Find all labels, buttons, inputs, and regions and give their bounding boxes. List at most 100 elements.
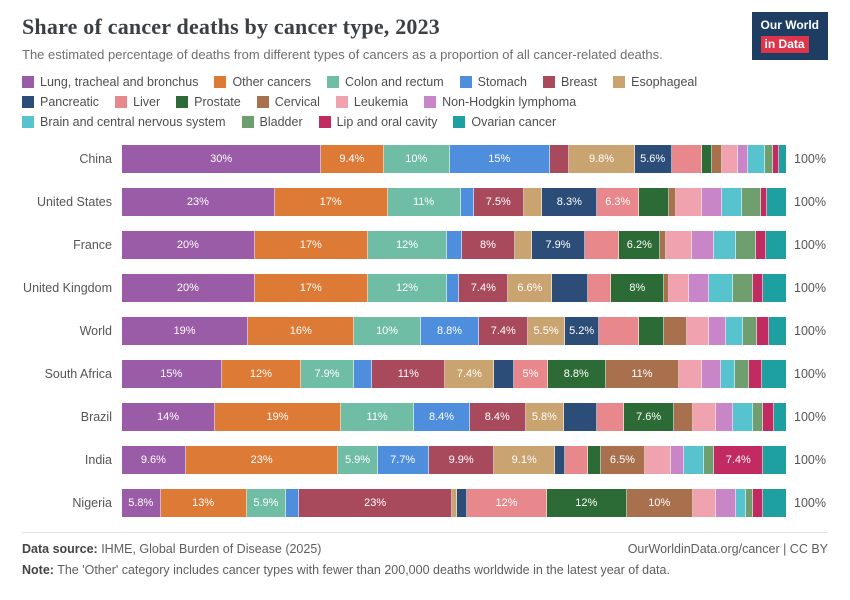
bar-segment[interactable]: 8%	[611, 274, 665, 302]
bar-segment[interactable]	[763, 403, 774, 431]
bar-segment[interactable]: 5.8%	[525, 403, 565, 431]
bar-segment[interactable]: 20%	[122, 274, 255, 302]
bar-segment[interactable]: 9.8%	[569, 145, 635, 173]
bar-segment[interactable]	[669, 188, 676, 216]
bar-segment[interactable]	[722, 188, 743, 216]
bar-segment[interactable]	[564, 403, 598, 431]
bar-segment[interactable]: 15%	[122, 360, 222, 388]
bar-segment[interactable]: 6.6%	[508, 274, 553, 302]
bar-segment[interactable]	[679, 360, 703, 388]
bar-segment[interactable]	[769, 317, 786, 345]
bar-segment[interactable]: 13%	[160, 489, 247, 517]
bar-segment[interactable]	[447, 274, 460, 302]
bar-segment[interactable]	[716, 489, 737, 517]
bar-segment[interactable]: 23%	[299, 489, 452, 517]
bar-segment[interactable]	[660, 231, 666, 259]
bar-segment[interactable]: 14%	[122, 403, 215, 431]
bar-segment[interactable]: 11%	[372, 360, 446, 388]
bar-segment[interactable]	[763, 446, 786, 474]
bar-segment[interactable]	[708, 317, 727, 345]
bar-segment[interactable]	[599, 317, 640, 345]
bar-segment[interactable]	[752, 403, 764, 431]
bar-segment[interactable]	[732, 403, 753, 431]
bar-segment[interactable]: 7.9%	[532, 231, 585, 259]
bar-segment[interactable]	[686, 317, 709, 345]
bar-segment[interactable]	[760, 188, 768, 216]
bar-segment[interactable]: 7.9%	[301, 360, 354, 388]
bar-segment[interactable]	[748, 360, 762, 388]
bar-segment[interactable]	[692, 231, 714, 259]
bar-segment[interactable]: 11%	[387, 188, 461, 216]
bar-segment[interactable]: 5.9%	[338, 446, 378, 474]
legend-item[interactable]: Breast	[542, 75, 597, 89]
bar-segment[interactable]: 8.3%	[542, 188, 598, 216]
bar-segment[interactable]	[752, 489, 763, 517]
bar-segment[interactable]	[588, 274, 612, 302]
bar-segment[interactable]: 8.4%	[414, 403, 470, 431]
legend-item[interactable]: Leukemia	[335, 95, 408, 109]
bar-segment[interactable]: 7.4%	[445, 360, 495, 388]
bar-segment[interactable]: 11%	[605, 360, 679, 388]
bar-segment[interactable]	[773, 403, 786, 431]
legend-item[interactable]: Colon and rectum	[326, 75, 444, 89]
legend-item[interactable]: Ovarian cancer	[453, 115, 556, 129]
legend-item[interactable]: Prostate	[176, 95, 241, 109]
bar-segment[interactable]	[702, 188, 723, 216]
bar-segment[interactable]: 17%	[254, 231, 368, 259]
bar-segment[interactable]	[664, 317, 687, 345]
bar-segment[interactable]: 5.8%	[122, 489, 161, 517]
bar-segment[interactable]: 9.6%	[122, 446, 186, 474]
bar-segment[interactable]: 7.5%	[473, 188, 524, 216]
bar-segment[interactable]	[757, 317, 770, 345]
bar-segment[interactable]	[735, 360, 749, 388]
bar-segment[interactable]: 5.2%	[564, 317, 600, 345]
bar-segment[interactable]: 8.4%	[469, 403, 526, 431]
bar-segment[interactable]: 17%	[274, 188, 388, 216]
legend-item[interactable]: Cervical	[256, 95, 320, 109]
bar-segment[interactable]	[644, 446, 672, 474]
legend-item[interactable]: Bladder	[241, 115, 303, 129]
bar-segment[interactable]	[762, 489, 786, 517]
bar-segment[interactable]: 7.4%	[459, 274, 509, 302]
bar-segment[interactable]	[752, 274, 763, 302]
bar-segment[interactable]: 17%	[254, 274, 368, 302]
bar-segment[interactable]: 8.8%	[547, 360, 606, 388]
bar-segment[interactable]	[742, 317, 758, 345]
bar-segment[interactable]: 5.6%	[634, 145, 672, 173]
bar-segment[interactable]	[460, 188, 474, 216]
bar-segment[interactable]: 9.9%	[428, 446, 495, 474]
bar-segment[interactable]: 5%	[514, 360, 548, 388]
bar-segment[interactable]	[597, 403, 624, 431]
bar-segment[interactable]: 5.5%	[528, 317, 565, 345]
bar-segment[interactable]	[767, 188, 786, 216]
bar-segment[interactable]	[671, 145, 702, 173]
bar-segment[interactable]	[564, 446, 589, 474]
bar-segment[interactable]: 19%	[214, 403, 342, 431]
bar-segment[interactable]: 5.9%	[246, 489, 286, 517]
bar-segment[interactable]: 7.7%	[377, 446, 429, 474]
bar-segment[interactable]	[738, 145, 749, 173]
bar-segment[interactable]	[701, 145, 712, 173]
bar-segment[interactable]	[721, 145, 739, 173]
bar-segment[interactable]	[755, 231, 766, 259]
bar-segment[interactable]	[702, 360, 721, 388]
bar-segment[interactable]	[684, 446, 705, 474]
bar-segment[interactable]	[726, 317, 743, 345]
bar-segment[interactable]: 9.4%	[321, 145, 384, 173]
legend-item[interactable]: Brain and central nervous system	[22, 115, 226, 129]
bar-segment[interactable]	[762, 274, 786, 302]
bar-segment[interactable]: 6.2%	[619, 231, 661, 259]
bar-segment[interactable]	[736, 231, 756, 259]
legend-item[interactable]: Esophageal	[613, 75, 697, 89]
bar-segment[interactable]: 10%	[354, 317, 421, 345]
bar-segment[interactable]: 8.8%	[420, 317, 480, 345]
bar-segment[interactable]	[742, 188, 761, 216]
bar-segment[interactable]	[523, 188, 543, 216]
bar-segment[interactable]	[704, 446, 715, 474]
bar-segment[interactable]	[588, 446, 602, 474]
bar-segment[interactable]	[669, 274, 689, 302]
legend-item[interactable]: Stomach	[459, 75, 527, 89]
bar-segment[interactable]	[285, 489, 300, 517]
bar-segment[interactable]: 30%	[122, 145, 322, 173]
bar-segment[interactable]	[716, 403, 733, 431]
